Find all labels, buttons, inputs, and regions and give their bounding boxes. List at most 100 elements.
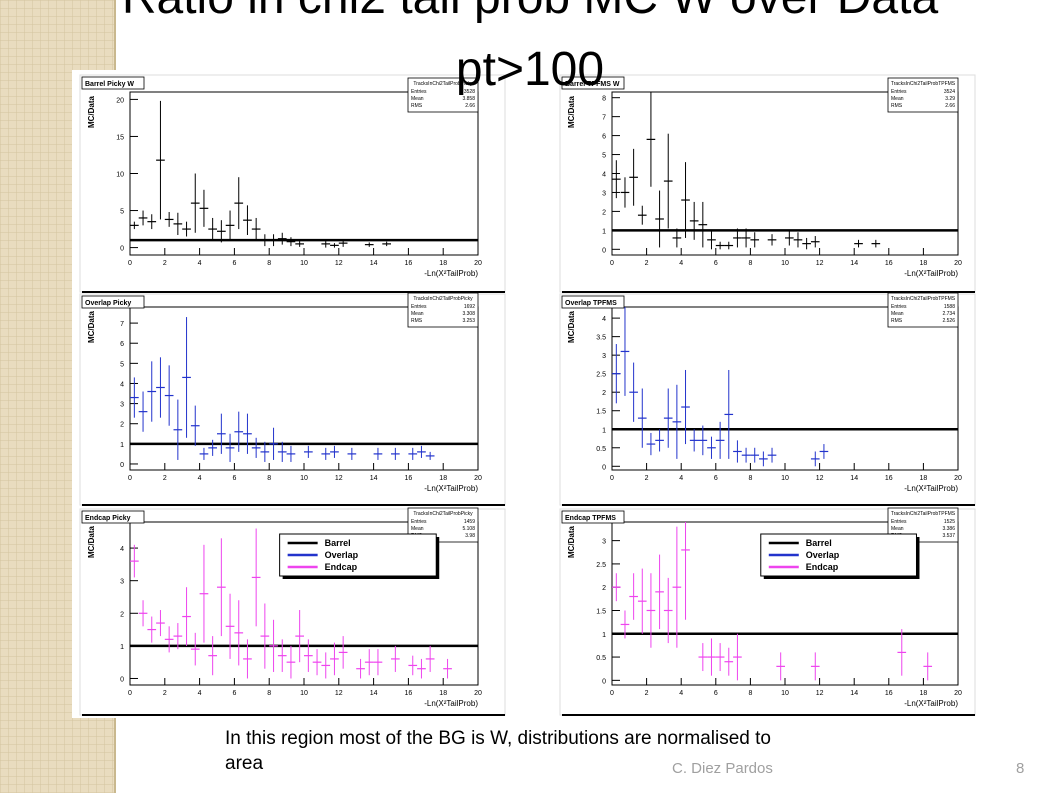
x-tick-label: 20 — [954, 475, 962, 482]
x-tick-label: 16 — [405, 690, 413, 697]
stats-label: Mean — [891, 526, 904, 532]
y-tick-label: 5 — [120, 361, 124, 368]
x-tick-label: 0 — [610, 475, 614, 482]
x-tick-label: 10 — [781, 260, 789, 267]
x-tick-label: 2 — [645, 260, 649, 267]
stats-name: TracksInChi2TailProbTPFMS — [891, 296, 956, 302]
stats-value: 2.66 — [465, 103, 475, 109]
stats-name: TracksInChi2TailProbPicky — [413, 511, 473, 517]
stats-label: Entries — [891, 519, 907, 525]
y-tick-label: 4 — [120, 546, 124, 553]
stats-value: 3.29 — [945, 96, 955, 102]
y-tick-label: 20 — [116, 97, 124, 104]
x-tick-label: 20 — [474, 475, 482, 482]
y-tick-label: 4 — [602, 316, 606, 323]
x-tick-label: 6 — [714, 260, 718, 267]
x-tick-label: 12 — [335, 690, 343, 697]
y-tick-label: 6 — [602, 134, 606, 141]
legend-label: Endcap — [325, 562, 358, 572]
stats-label: RMS — [411, 103, 423, 109]
stats-box — [407, 77, 479, 113]
y-axis-label: MC/Data — [567, 310, 576, 343]
y-tick-label: 1 — [602, 632, 606, 639]
y-tick-label: 1 — [120, 442, 124, 449]
x-tick-label: 10 — [300, 260, 308, 267]
title-box — [561, 76, 625, 90]
x-tick-label: 20 — [954, 260, 962, 267]
y-tick-label: 1 — [602, 228, 606, 235]
x-tick-label: 0 — [128, 690, 132, 697]
stats-label: Mean — [411, 96, 424, 102]
y-tick-label: 6 — [120, 341, 124, 348]
x-tick-label: 2 — [645, 475, 649, 482]
x-tick-label: 0 — [610, 260, 614, 267]
x-tick-label: 14 — [370, 260, 378, 267]
title-box — [81, 76, 145, 90]
x-tick-label: 12 — [816, 475, 824, 482]
stats-label: Mean — [411, 311, 424, 317]
stats-box — [887, 77, 959, 113]
y-tick-label: 3 — [602, 190, 606, 197]
x-tick-label: 18 — [920, 690, 928, 697]
x-tick-label: 12 — [335, 475, 343, 482]
y-tick-label: 2 — [602, 390, 606, 397]
stats-value: 1459 — [464, 519, 475, 525]
x-tick-label: 10 — [781, 690, 789, 697]
stats-value: 1525 — [944, 519, 955, 525]
x-tick-label: 14 — [850, 690, 858, 697]
x-tick-label: 8 — [748, 260, 752, 267]
x-tick-label: 18 — [920, 260, 928, 267]
x-tick-label: 4 — [198, 260, 202, 267]
caption: In this region most of the BG is W, dist… — [225, 728, 771, 774]
x-axis-label: -Ln(X²TailProb) — [424, 699, 478, 708]
x-tick-label: 6 — [232, 690, 236, 697]
x-tick-label: 16 — [885, 260, 893, 267]
x-tick-label: 14 — [850, 475, 858, 482]
x-axis-label: -Ln(X²TailProb) — [424, 269, 478, 278]
y-tick-label: 1 — [602, 427, 606, 434]
plot-title: Endcap Picky — [85, 515, 131, 522]
x-tick-label: 0 — [128, 475, 132, 482]
stats-name: TracksInChi2TailProbPicky — [413, 81, 473, 87]
x-tick-label: 10 — [781, 475, 789, 482]
x-tick-label: 18 — [439, 260, 447, 267]
x-tick-label: 16 — [885, 690, 893, 697]
x-tick-label: 14 — [850, 260, 858, 267]
x-tick-label: 4 — [679, 260, 683, 267]
y-tick-label: 2.5 — [596, 372, 606, 379]
y-tick-label: 8 — [602, 96, 606, 103]
x-tick-label: 8 — [267, 475, 271, 482]
x-tick-label: 2 — [163, 260, 167, 267]
x-tick-label: 10 — [300, 475, 308, 482]
x-tick-label: 8 — [748, 475, 752, 482]
y-tick-label: 5 — [120, 209, 124, 216]
stats-name: TracksInChi2TailProbPicky — [413, 296, 473, 302]
stats-value: 3524 — [944, 89, 955, 95]
y-tick-label: 2.5 — [596, 562, 606, 569]
title-box — [81, 510, 145, 524]
x-tick-label: 12 — [816, 690, 824, 697]
x-tick-label: 16 — [885, 475, 893, 482]
stats-label: Mean — [411, 526, 424, 532]
x-tick-label: 0 — [610, 690, 614, 697]
y-tick-label: 3 — [602, 539, 606, 546]
y-tick-label: 0 — [602, 678, 606, 685]
stats-label: RMS — [891, 318, 903, 324]
title-box — [561, 295, 625, 309]
legend-label: Barrel — [325, 538, 351, 548]
y-tick-label: 3 — [120, 402, 124, 409]
x-tick-label: 4 — [679, 690, 683, 697]
y-tick-label: 4 — [120, 381, 124, 388]
x-tick-label: 14 — [370, 475, 378, 482]
stats-label: RMS — [891, 103, 903, 109]
y-axis-label: MC/Data — [567, 95, 576, 128]
x-tick-label: 12 — [816, 260, 824, 267]
x-tick-label: 6 — [714, 690, 718, 697]
x-tick-label: 6 — [232, 475, 236, 482]
stats-value: 2.734 — [942, 311, 955, 317]
x-tick-label: 18 — [439, 475, 447, 482]
y-tick-label: 1.5 — [596, 608, 606, 615]
x-tick-label: 4 — [198, 690, 202, 697]
